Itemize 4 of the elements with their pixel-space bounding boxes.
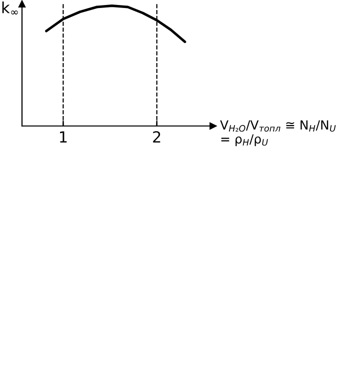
x-tick-label: 1	[60, 131, 67, 142]
text: V$_{H₂O}$/V$_{топл}$ ≅ N$_{H}$/N$_{U}$ = ρ$_{H}$/ρ$_{U}$	[220, 120, 336, 146]
x-tick-label: 2	[153, 131, 160, 142]
y-axis-title: k$_{∞}$	[2, 2, 18, 14]
